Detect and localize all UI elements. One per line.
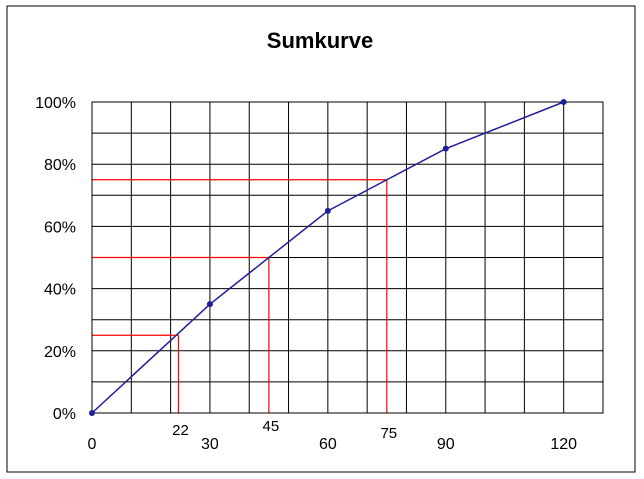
y-axis-tick-labels: 0% 20% 40% 60% 80% 100%	[35, 95, 76, 423]
data-point	[442, 145, 449, 152]
y-tick-label: 60%	[44, 219, 76, 236]
chart-frame	[6, 5, 636, 473]
plot-area-border	[91, 101, 604, 414]
grid-lines	[92, 102, 603, 413]
y-tick-label: 80%	[44, 157, 76, 174]
data-point	[560, 99, 567, 105]
x-tick-label: 60	[319, 436, 337, 453]
x-tick-label: 120	[550, 436, 577, 453]
x-axis-tick-labels: 0 30 60 90 120	[88, 436, 578, 453]
x-tick-label: 90	[437, 436, 455, 453]
data-point	[89, 410, 95, 416]
y-tick-label: 20%	[44, 344, 76, 361]
data-point	[206, 301, 213, 308]
y-tick-label: 40%	[44, 282, 76, 299]
annotation-lines	[92, 179, 388, 413]
series-group	[89, 99, 567, 416]
annotation-label: 22	[172, 422, 189, 439]
y-tick-label: 0%	[53, 406, 76, 423]
data-point	[324, 207, 331, 214]
annotation-labels: 22 45 75	[172, 418, 397, 442]
annotation-label: 75	[380, 425, 397, 442]
annotation-label: 45	[263, 418, 280, 435]
chart-title: Sumkurve	[267, 28, 373, 53]
x-tick-label: 0	[88, 436, 97, 453]
y-tick-label: 100%	[35, 95, 76, 112]
x-tick-label: 30	[201, 436, 219, 453]
